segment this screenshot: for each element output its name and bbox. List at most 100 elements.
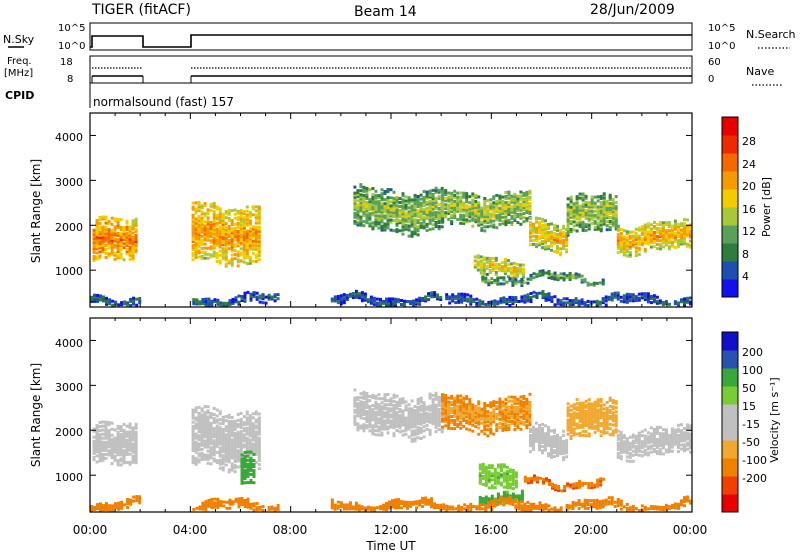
echo-cell (371, 408, 375, 412)
echo-cell (550, 449, 553, 453)
echo-cell (578, 206, 582, 210)
echo-cell (634, 440, 638, 444)
echo-cell (257, 430, 261, 434)
echo-cell (649, 434, 653, 438)
echo-cell (374, 433, 378, 437)
echo-cell (119, 425, 123, 429)
echo-cell (104, 247, 108, 251)
echo-cell (200, 429, 204, 433)
echo-cell (206, 405, 210, 409)
echo-cell (601, 282, 605, 286)
echo-cell (584, 405, 588, 409)
echo-cell (98, 238, 102, 242)
echo-cell (206, 421, 210, 425)
echo-cell (359, 207, 363, 211)
echo-cell (365, 197, 369, 200)
echo-cell (453, 214, 457, 217)
echo-cell (116, 459, 120, 463)
echo-cell (602, 204, 606, 208)
echo-cell (590, 424, 594, 428)
echo-cell (194, 416, 198, 420)
echo-cell (503, 264, 507, 267)
echo-cell (356, 221, 360, 225)
echo-cell (257, 225, 261, 229)
echo-cell (422, 208, 426, 212)
echo-cell (392, 395, 396, 399)
echo-cell (528, 191, 532, 195)
echo-cell (407, 417, 411, 421)
echo-cell (457, 298, 461, 302)
echo-cell (107, 238, 111, 242)
echo-cell (587, 205, 591, 209)
echo-cell (134, 461, 138, 465)
echo-cell (658, 223, 662, 226)
echo-cell (242, 415, 246, 419)
echo-cell (596, 422, 600, 426)
echo-cell (119, 242, 123, 246)
echo-cell (631, 297, 635, 301)
echo-cell (353, 414, 357, 418)
echo-cell (227, 218, 231, 222)
echo-cell (434, 393, 438, 397)
echo-cell (519, 395, 523, 399)
echo-cell (134, 244, 138, 248)
echo-cell (194, 432, 198, 436)
echo-cell (230, 243, 234, 247)
echo-cell (207, 299, 211, 303)
echo-cell (404, 424, 408, 428)
echo-cell (200, 246, 204, 250)
echo-cell (395, 402, 399, 406)
echo-cell (242, 423, 246, 427)
echo-cell (486, 418, 490, 422)
echo-cell (191, 240, 195, 243)
echo-cell (248, 245, 252, 249)
echo-cell (418, 300, 422, 304)
echo-cell (519, 206, 523, 210)
echo-cell (520, 282, 524, 285)
echo-cell (191, 445, 195, 448)
echo-cell (456, 203, 460, 207)
echo-cell (474, 405, 478, 408)
echo-cell (509, 270, 513, 274)
echo-cell (224, 459, 228, 463)
echo-cell (640, 243, 644, 247)
echo-cell (514, 300, 518, 304)
echo-cell (230, 452, 234, 456)
echo-cell (593, 404, 597, 408)
echo-cell (383, 208, 387, 212)
echo-cell (131, 235, 135, 239)
echo-cell (643, 434, 647, 438)
echo-cell (386, 212, 390, 216)
echo-cell (587, 426, 591, 430)
echo-cell (413, 421, 417, 425)
echo-cell (206, 453, 210, 457)
echo-cell (637, 248, 641, 252)
echo-cell (462, 219, 466, 223)
echo-cell (471, 423, 475, 427)
echo-cell (599, 221, 603, 225)
echo-cell (365, 399, 369, 403)
echo-cell (465, 212, 469, 216)
echo-cell (535, 272, 539, 276)
echo-cell (569, 435, 573, 438)
echo-cell (362, 411, 366, 414)
echo-cell (113, 219, 117, 223)
echo-cell (608, 201, 612, 205)
echo-cell (450, 394, 454, 398)
echo-cell (451, 293, 455, 297)
echo-cell (227, 470, 231, 474)
echo-cell (538, 444, 541, 448)
echo-cell (670, 232, 674, 236)
echo-cell (407, 407, 411, 411)
echo-cell (599, 223, 603, 227)
echo-cell (532, 427, 535, 431)
echo-cell (122, 455, 126, 459)
echo-cell (201, 300, 205, 304)
echo-cell (425, 428, 429, 431)
echo-cell (209, 208, 213, 212)
echo-cell (191, 227, 195, 231)
echo-cell (90, 297, 93, 301)
echo-cell (474, 218, 478, 222)
echo-cell (634, 227, 638, 231)
echo-cell (395, 421, 399, 424)
